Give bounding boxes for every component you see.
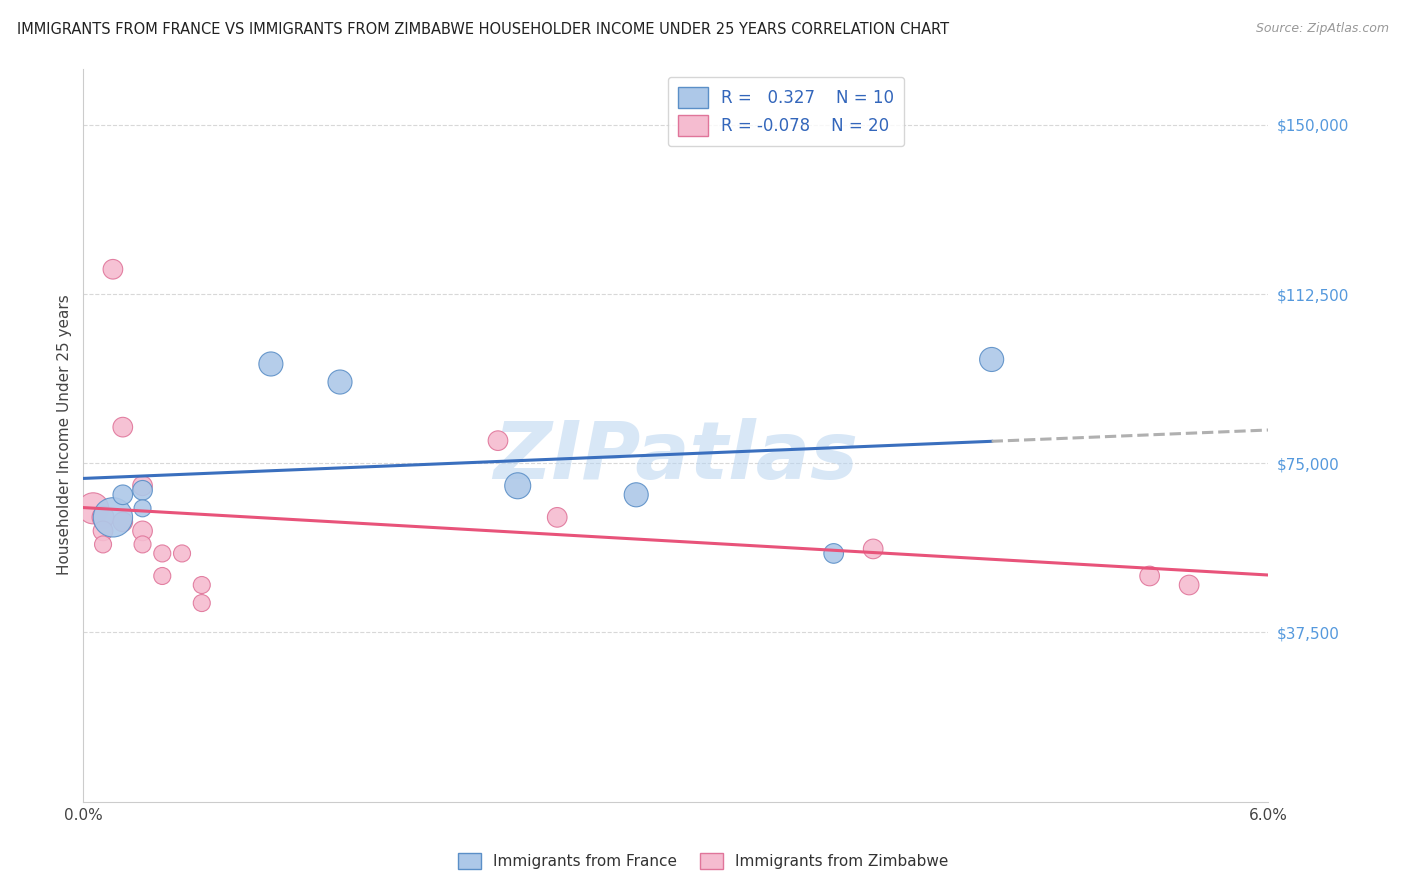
Point: [191, 578, 214, 592]
Legend: Immigrants from France, Immigrants from Zimbabwe: Immigrants from France, Immigrants from …: [451, 847, 955, 875]
Point: [1139, 569, 1161, 583]
Point: [506, 479, 529, 493]
Point: [486, 434, 509, 448]
Legend: R =   0.327    N = 10, R = -0.078    N = 20: R = 0.327 N = 10, R = -0.078 N = 20: [668, 77, 904, 146]
Point: [150, 569, 173, 583]
Point: [546, 510, 568, 524]
Point: [111, 420, 134, 434]
Point: [260, 357, 283, 371]
Point: [82, 501, 104, 516]
Point: [862, 541, 884, 556]
Point: [91, 537, 114, 551]
Point: [101, 510, 124, 524]
Point: [980, 352, 1002, 367]
Point: [191, 596, 214, 610]
Point: [131, 483, 153, 498]
Point: [329, 375, 352, 389]
Point: [101, 262, 124, 277]
Point: [150, 546, 173, 560]
Point: [111, 488, 134, 502]
Point: [170, 546, 193, 560]
Point: [131, 524, 153, 538]
Point: [111, 515, 134, 529]
Y-axis label: Householder Income Under 25 years: Householder Income Under 25 years: [58, 294, 72, 575]
Point: [131, 537, 153, 551]
Text: IMMIGRANTS FROM FRANCE VS IMMIGRANTS FROM ZIMBABWE HOUSEHOLDER INCOME UNDER 25 Y: IMMIGRANTS FROM FRANCE VS IMMIGRANTS FRO…: [17, 22, 949, 37]
Point: [131, 479, 153, 493]
Point: [91, 510, 114, 524]
Text: Source: ZipAtlas.com: Source: ZipAtlas.com: [1256, 22, 1389, 36]
Point: [624, 488, 647, 502]
Point: [131, 501, 153, 516]
Point: [823, 546, 845, 560]
Point: [91, 524, 114, 538]
Text: ZIPatlas: ZIPatlas: [494, 418, 858, 496]
Point: [1178, 578, 1201, 592]
